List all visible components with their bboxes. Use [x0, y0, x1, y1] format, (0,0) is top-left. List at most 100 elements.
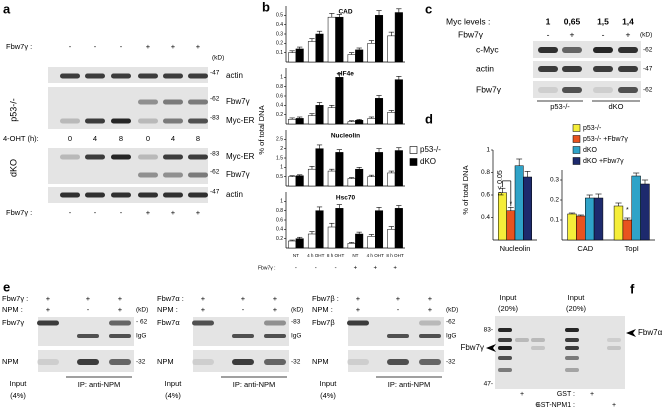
band: [498, 368, 512, 372]
band: [538, 87, 558, 93]
label: GST :: [557, 391, 575, 398]
label: +: [118, 294, 123, 303]
y-tick-label: 2: [280, 146, 283, 152]
label: IgG: [446, 333, 456, 340]
label: 83-: [484, 327, 493, 334]
label: -62: [210, 96, 220, 103]
y-tick-label: 0.6: [276, 217, 283, 223]
y-tick-label: 0.6: [481, 192, 490, 199]
bar: [327, 16, 336, 63]
label: -32: [136, 359, 146, 366]
band: [264, 320, 286, 326]
band: [538, 66, 558, 72]
label: NPM :: [312, 305, 333, 314]
bar: [367, 118, 376, 125]
label: NPM: [2, 357, 19, 366]
bar: [394, 12, 403, 63]
band: [593, 87, 613, 93]
band: [565, 338, 579, 342]
label: (4%): [320, 391, 336, 400]
label: +: [570, 29, 575, 39]
band: [498, 338, 512, 342]
label: c-Myc: [476, 44, 499, 54]
arrow: [486, 344, 496, 352]
label: +: [428, 305, 433, 314]
y-tick-label: 1: [280, 165, 283, 171]
band: [138, 154, 158, 160]
bar: [498, 192, 507, 241]
chart-title: Hsc70: [336, 195, 356, 202]
bar: [288, 176, 297, 187]
band: [264, 334, 286, 338]
label: -62: [643, 47, 653, 54]
label: NPM: [157, 357, 174, 366]
band: [188, 73, 208, 79]
label: -: [335, 266, 337, 272]
label: -62: [643, 87, 653, 94]
label: +: [171, 42, 176, 51]
band: [618, 87, 638, 93]
band: [60, 73, 80, 79]
label: 47-: [484, 381, 493, 388]
band: [85, 118, 105, 124]
label: +: [590, 391, 594, 398]
band: [163, 154, 183, 160]
band: [163, 99, 183, 105]
bar: [315, 148, 324, 187]
label: +: [196, 208, 201, 217]
label: 1,5: [597, 16, 609, 26]
y-tick-label: 2.5: [276, 137, 283, 143]
label: +: [373, 266, 377, 272]
legend-swatch: [572, 157, 581, 165]
legend-label: p53-/-: [583, 125, 602, 132]
label: - 62: [136, 319, 148, 326]
band: [188, 172, 208, 178]
bar: [506, 210, 516, 241]
label: (kD): [136, 307, 148, 314]
blot: [533, 81, 641, 98]
label: actin: [226, 71, 243, 80]
label: -: [547, 29, 550, 39]
band: [188, 99, 208, 105]
y-tick-label: 0.4: [276, 22, 283, 28]
label: +: [201, 294, 206, 303]
legend-label: p53-/- +Fbw7γ: [583, 136, 628, 143]
y-tick-label: 0.4: [276, 103, 283, 109]
label: Fbw7β :: [312, 294, 339, 303]
bar: [327, 226, 336, 249]
label: GST-NPM1 :: [535, 402, 575, 409]
label: Input: [500, 293, 518, 302]
band: [163, 118, 183, 124]
band: [77, 359, 99, 365]
label: IgG: [136, 333, 146, 340]
band: [111, 118, 131, 124]
label: actin: [226, 190, 243, 199]
chart-title: eIF4e: [337, 71, 354, 78]
label: (20%): [498, 304, 519, 313]
band: [37, 320, 59, 326]
band: [85, 73, 105, 79]
bar: [375, 15, 384, 63]
band: [565, 368, 579, 372]
label: +: [536, 402, 540, 409]
label: -83: [291, 319, 301, 326]
label: (20%): [566, 304, 587, 313]
y-tick-label: 0.6: [276, 93, 283, 99]
bar: [375, 98, 384, 125]
label: +: [46, 294, 51, 303]
band: [593, 66, 613, 72]
band: [562, 47, 582, 53]
label: +: [626, 29, 631, 39]
band: [138, 99, 158, 105]
label: dKO: [608, 102, 623, 111]
label: +: [201, 305, 206, 314]
blot: [533, 61, 641, 78]
bar: [307, 115, 317, 125]
band: [111, 154, 131, 160]
band: [618, 66, 638, 72]
band: [109, 320, 131, 326]
bar: [387, 35, 396, 63]
y-tick-label: 0.5: [276, 13, 283, 19]
x-tick-label: 8 h OHT: [327, 253, 345, 258]
panel-label: f: [630, 281, 635, 296]
